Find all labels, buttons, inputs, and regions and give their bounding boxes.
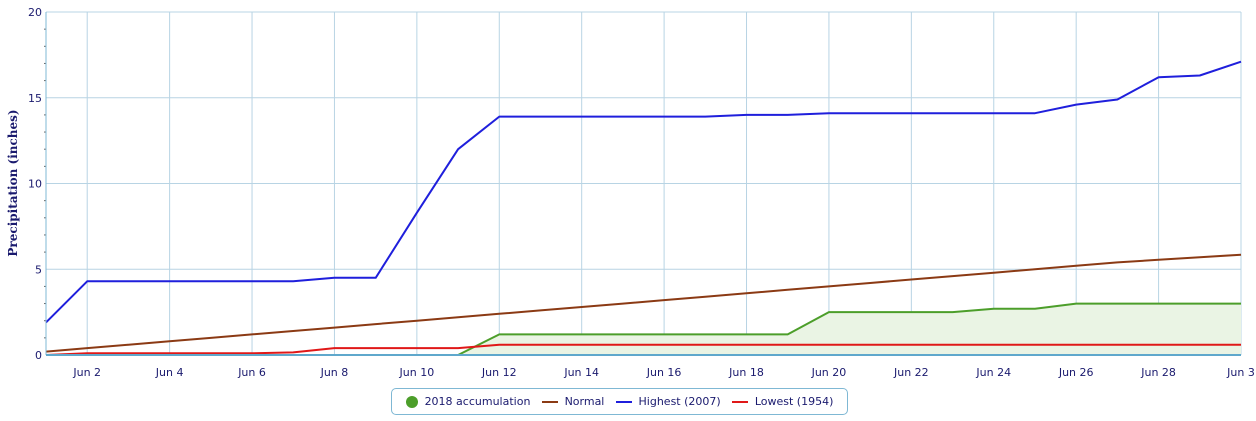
legend-label: 2018 accumulation	[424, 395, 531, 408]
series-line-1	[45, 253, 1242, 353]
x-tick-label: Jun 22	[893, 366, 929, 379]
legend-item-normal[interactable]: Normal	[541, 395, 605, 408]
x-tick-label: Jun 4	[155, 366, 184, 379]
x-tick-label: Jun 6	[237, 366, 266, 379]
legend-marker-dot-icon	[405, 395, 418, 408]
legend-item-lowest[interactable]: Lowest (1954)	[731, 395, 834, 408]
x-tick-label: Jun 8	[320, 366, 349, 379]
legend-label: Highest (2007)	[638, 395, 721, 408]
series-line-3	[45, 343, 1241, 356]
x-tick-label: Jun 10	[399, 366, 435, 379]
x-tick-label: Jun 3	[1226, 366, 1255, 379]
y-tick-label: 0	[35, 349, 42, 362]
y-tick-label: 15	[28, 92, 42, 105]
legend-marker-line-icon	[541, 400, 558, 403]
x-tick-label: Jun 16	[646, 366, 682, 379]
series-area-0	[46, 303, 1241, 355]
x-tick-label: Jun 28	[1140, 366, 1176, 379]
legend-label: Lowest (1954)	[754, 395, 834, 408]
y-axis-title: Precipitation (inches)	[6, 109, 20, 256]
x-tick-label: Jun 14	[563, 366, 599, 379]
legend-marker-line-icon	[731, 400, 748, 403]
x-tick-label: Jun 18	[728, 366, 764, 379]
x-tick-label: Jun 20	[811, 366, 847, 379]
legend-item-2018-accumulation[interactable]: 2018 accumulation	[405, 395, 531, 408]
y-tick-label: 10	[28, 178, 42, 191]
grid	[46, 11, 1242, 356]
y-tick-label: 20	[28, 6, 42, 19]
series-layer	[45, 60, 1242, 356]
x-tick-label: Jun 26	[1058, 366, 1094, 379]
x-tick-label: Jun 24	[975, 366, 1011, 379]
series-line-2	[45, 60, 1242, 324]
y-tick-label: 5	[35, 263, 42, 276]
x-tick-label: Jun 2	[72, 366, 101, 379]
legend-item-highest[interactable]: Highest (2007)	[615, 395, 721, 408]
x-tick-label: Jun 12	[481, 366, 517, 379]
legend-label: Normal	[564, 395, 605, 408]
legend-marker-line-icon	[615, 400, 632, 403]
legend: 2018 accumulation Normal Highest (2007) …	[391, 388, 848, 415]
axes: 0 5 10 15 20 Jun 2 Jun 4 Jun 6 Jun 8 Jun 10 Jun 12…	[28, 6, 1255, 379]
